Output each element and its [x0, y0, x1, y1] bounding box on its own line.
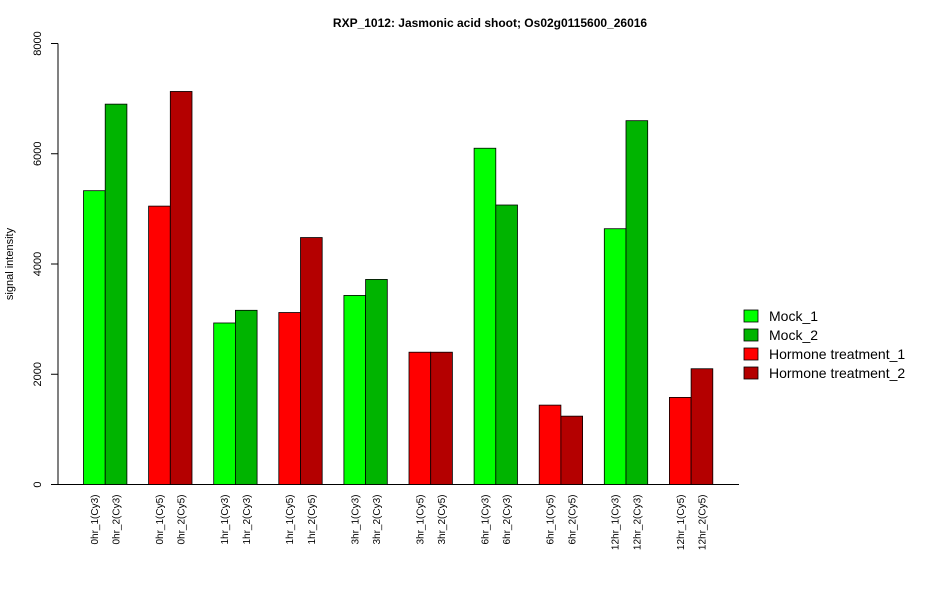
x-tick-label: 6hr_1(Cy5)	[546, 495, 557, 545]
x-tick-label: 12hr_2(Cy3)	[632, 495, 643, 551]
bar	[690, 368, 714, 485]
x-tick-label: 3hr_2(Cy3)	[372, 495, 383, 545]
bar	[104, 103, 128, 485]
bar	[83, 190, 106, 485]
legend-label: Hormone treatment_2	[769, 365, 905, 381]
y-tick-label: 4000	[32, 252, 44, 276]
y-tick-label: 8000	[32, 31, 44, 55]
y-axis-label: signal intensity	[4, 227, 16, 300]
x-tick-label: 0hr_1(Cy3)	[90, 495, 101, 545]
bar	[169, 91, 193, 485]
x-tick-label: 3hr_1(Cy5)	[415, 495, 426, 545]
x-tick-label: 12hr_1(Cy3)	[611, 495, 622, 551]
x-tick-label: 6hr_2(Cy5)	[567, 495, 578, 545]
bar	[234, 309, 258, 485]
x-tick-label: 1hr_1(Cy3)	[220, 495, 231, 545]
x-tick-label: 1hr_2(Cy5)	[307, 495, 318, 545]
bar	[278, 312, 301, 485]
x-tick-label: 0hr_2(Cy5)	[177, 495, 188, 545]
legend-swatch	[743, 347, 759, 361]
y-tick-label: 6000	[32, 142, 44, 166]
legend-swatch	[743, 366, 759, 380]
legend-label: Hormone treatment_1	[769, 346, 905, 362]
x-tick-label: 12hr_2(Cy5)	[697, 495, 708, 551]
legend: Mock_1 Mock_2 Hormone treatment_1 Hormone t…	[743, 308, 905, 381]
bar	[430, 351, 453, 485]
x-tick-label: 3hr_1(Cy3)	[350, 495, 361, 545]
bar	[300, 237, 323, 485]
x-tick-label: 1hr_2(Cy3)	[242, 495, 253, 545]
x-tick-label: 1hr_1(Cy5)	[285, 495, 296, 545]
bar	[343, 295, 366, 485]
bar	[560, 415, 584, 485]
bar	[669, 397, 692, 485]
y-tick-label: 0	[32, 481, 44, 487]
bar	[148, 205, 171, 485]
bar	[538, 404, 562, 485]
bar	[408, 351, 432, 485]
x-tick-label: 0hr_1(Cy5)	[155, 495, 166, 545]
bar	[365, 279, 388, 485]
bar	[625, 120, 649, 485]
x-tick-label: 3hr_2(Cy5)	[437, 495, 448, 545]
x-tick-label: 12hr_1(Cy5)	[676, 495, 687, 551]
bar	[603, 228, 627, 485]
legend-label: Mock_1	[769, 308, 818, 324]
bars	[83, 91, 714, 485]
bar	[495, 204, 518, 485]
chart-title: RXP_1012: Jasmonic acid shoot; Os02g0115…	[333, 16, 648, 30]
y-axis: 0 2000 4000 6000 8000	[32, 31, 59, 488]
bar	[213, 322, 236, 485]
x-tick-label: 0hr_2(Cy3)	[112, 495, 123, 545]
x-tick-label: 6hr_2(Cy3)	[502, 495, 513, 545]
bar	[473, 147, 497, 485]
legend-label: Mock_2	[769, 327, 818, 343]
legend-swatch	[743, 328, 759, 342]
legend-swatch	[743, 309, 759, 323]
x-tick-label: 6hr_1(Cy3)	[480, 495, 491, 545]
y-tick-label: 2000	[32, 362, 44, 386]
x-tick-labels: 0hr_1(Cy3) 0hr_2(Cy3) 0hr_1(Cy5) 0hr_2(Cy5)…	[90, 495, 709, 551]
